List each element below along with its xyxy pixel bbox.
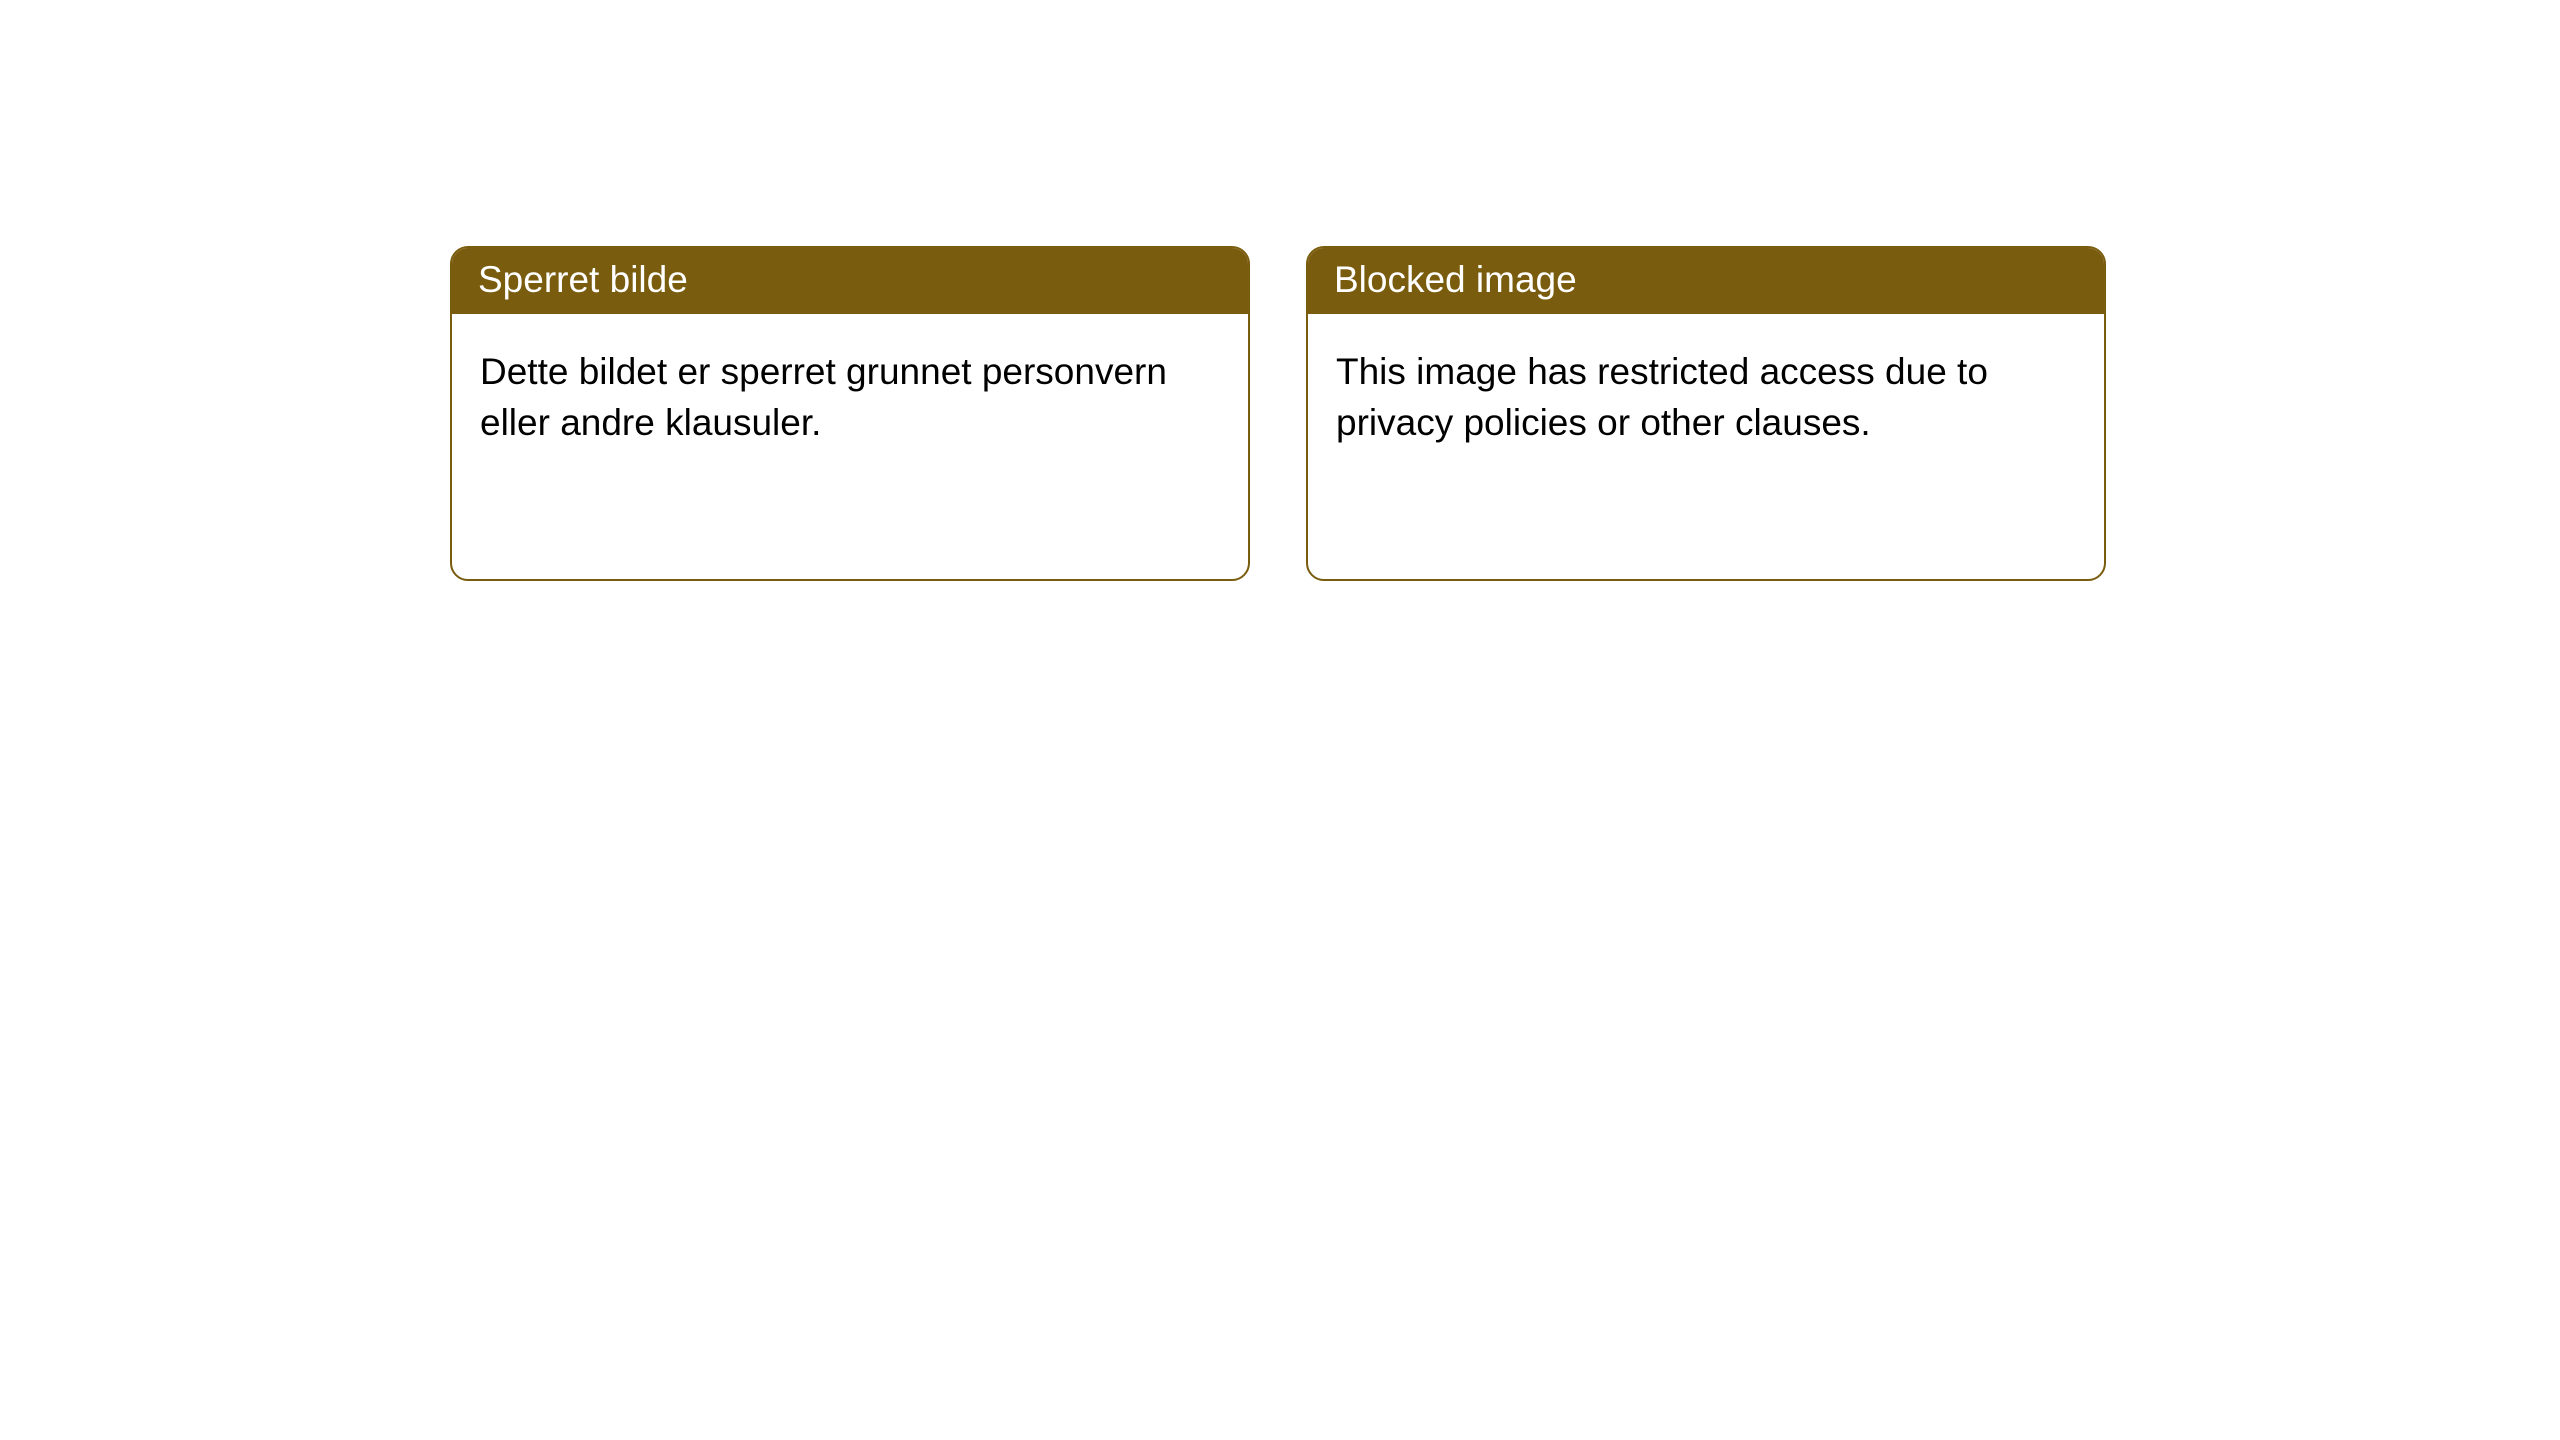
card-body-no: Dette bildet er sperret grunnet personve… [452, 314, 1248, 480]
card-body-en: This image has restricted access due to … [1308, 314, 2104, 480]
notice-container: Sperret bilde Dette bildet er sperret gr… [0, 0, 2560, 581]
card-header-en: Blocked image [1308, 248, 2104, 314]
card-header-no: Sperret bilde [452, 248, 1248, 314]
blocked-image-card-en: Blocked image This image has restricted … [1306, 246, 2106, 581]
blocked-image-card-no: Sperret bilde Dette bildet er sperret gr… [450, 246, 1250, 581]
